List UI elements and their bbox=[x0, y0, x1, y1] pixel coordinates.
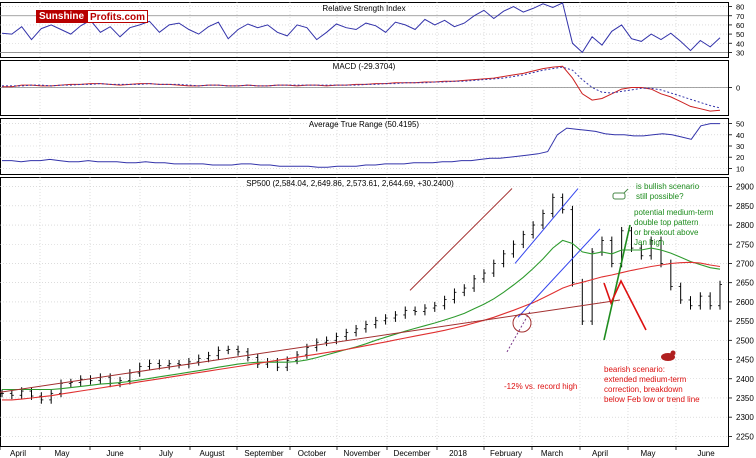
y-tick-label: 40 bbox=[736, 39, 744, 48]
macd-line bbox=[2, 65, 721, 112]
x-axis: April May June July August September October No… bbox=[0, 446, 715, 458]
logo-part-1: Sunshine bbox=[36, 10, 88, 23]
y-tick-label: 2650 bbox=[736, 279, 754, 288]
y-tick-label: 10 bbox=[736, 164, 744, 173]
panel-title: MACD (-29.3704) bbox=[333, 62, 396, 71]
x-tick-label: 2018 bbox=[449, 449, 467, 458]
bull-horn bbox=[623, 188, 629, 194]
annotation-line: correction, breakdown bbox=[604, 385, 683, 394]
y-tick-label: 50 bbox=[736, 120, 744, 129]
y-tick-label: 2750 bbox=[736, 240, 754, 249]
x-tick-label: June bbox=[106, 449, 124, 458]
steep-trend-line bbox=[409, 188, 513, 291]
y-tick-label: 2800 bbox=[736, 221, 754, 230]
y-tick-label: 0 bbox=[736, 84, 740, 93]
panel-2: 0 MACD (-29.3704) bbox=[0, 60, 740, 116]
bear-head bbox=[670, 350, 676, 356]
logo-part-2: Profits.com bbox=[87, 10, 149, 23]
annotation-line: still possible? bbox=[636, 192, 684, 201]
bull-body bbox=[612, 192, 626, 200]
x-tick-label: April bbox=[10, 449, 26, 458]
channel-lower-line bbox=[517, 228, 601, 318]
bearish-arrow bbox=[603, 279, 647, 331]
y-tick-label: 20 bbox=[736, 153, 744, 162]
low-circle bbox=[512, 313, 532, 333]
bullish-arrow bbox=[603, 224, 631, 341]
ma-fast-line bbox=[2, 239, 721, 391]
panel-title: SP500 (2,584.04, 2,649.86, 2,573.61, 2,6… bbox=[246, 179, 454, 188]
panel-title: Average True Range (50.4195) bbox=[309, 120, 419, 129]
bear-icon bbox=[661, 350, 676, 361]
annotations: -12% vs. record high is bullish scenarios… bbox=[0, 182, 714, 404]
y-tick-label: 2600 bbox=[736, 298, 754, 307]
y-tick-label: 2900 bbox=[736, 183, 754, 192]
x-tick-label: July bbox=[159, 449, 173, 458]
annotation-line: is bullish scenario bbox=[636, 182, 700, 191]
x-tick-label: May bbox=[640, 449, 655, 458]
indicator-line bbox=[1, 2, 721, 54]
annotation-line: bearish scenario: bbox=[604, 365, 665, 374]
logo: Sunshine Profits.com bbox=[36, 10, 149, 23]
x-tick-label: December bbox=[394, 449, 431, 458]
panel-frame bbox=[0, 118, 729, 175]
y-tick-label: 50 bbox=[736, 30, 744, 39]
panel-frame bbox=[0, 60, 729, 116]
y-tick-label: 2550 bbox=[736, 317, 754, 326]
annotation-line: or breakout above bbox=[634, 228, 699, 237]
y-tick-label: 2500 bbox=[736, 336, 754, 345]
x-tick-label: April bbox=[592, 449, 608, 458]
x-tick-label: March bbox=[541, 449, 563, 458]
y-tick-label: 30 bbox=[736, 142, 744, 151]
y-tick-label: 2350 bbox=[736, 394, 754, 403]
bear-scenario-text: bearish scenario:extended medium-termcor… bbox=[604, 365, 700, 404]
annotation-line: potential medium-term bbox=[634, 208, 714, 217]
signal-line bbox=[2, 66, 721, 109]
y-tick-label: 40 bbox=[736, 131, 744, 140]
panel-3: 10 20 30 40 50 Average True Range (50.4195) bbox=[0, 118, 744, 175]
x-tick-label: September bbox=[244, 449, 283, 458]
annotation-line: double top pattern bbox=[634, 218, 699, 227]
y-tick-label: 2250 bbox=[736, 432, 754, 441]
y-tick-label: 2300 bbox=[736, 413, 754, 422]
y-tick-label: 2400 bbox=[736, 375, 754, 384]
record-drop-label: -12% vs. record high bbox=[504, 382, 577, 391]
channel-upper-line bbox=[514, 188, 579, 264]
annotation-line: below Feb low or trend line bbox=[604, 395, 700, 404]
y-tick-label: 2700 bbox=[736, 259, 754, 268]
x-tick-label: June bbox=[697, 449, 715, 458]
panel-title: Relative Strength Index bbox=[322, 4, 405, 13]
y-tick-label: 2450 bbox=[736, 356, 754, 365]
indicator-line bbox=[2, 123, 720, 168]
ma-slow-line bbox=[2, 261, 721, 401]
y-tick-label: 80 bbox=[736, 3, 744, 12]
annotation-line: Jan high bbox=[634, 238, 664, 247]
panel-4: 2250 2300 2350 2400 2450 2500 2550 2600 2650 2700… bbox=[0, 177, 754, 447]
y-tick-label: 70 bbox=[736, 12, 744, 21]
x-tick-label: May bbox=[54, 449, 69, 458]
x-tick-label: August bbox=[200, 449, 226, 458]
bull-icon bbox=[612, 188, 629, 200]
annotation-line: extended medium-term bbox=[604, 375, 687, 384]
y-tick-label: 30 bbox=[736, 48, 744, 57]
panel-frame bbox=[0, 177, 729, 447]
x-tick-label: November bbox=[344, 449, 381, 458]
x-tick-label: October bbox=[298, 449, 327, 458]
y-tick-label: 2850 bbox=[736, 202, 754, 211]
x-tick-label: February bbox=[490, 449, 522, 458]
y-tick-label: 60 bbox=[736, 21, 744, 30]
